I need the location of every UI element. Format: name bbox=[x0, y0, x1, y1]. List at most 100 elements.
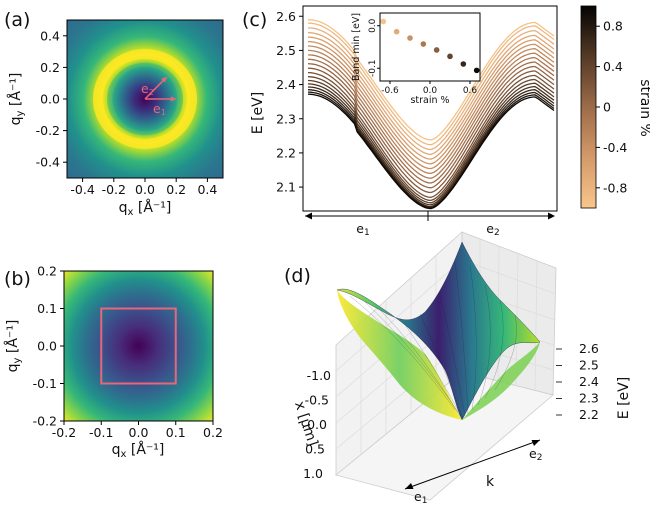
band-line-strain-16 bbox=[307, 86, 555, 208]
surface-k-arrow-line bbox=[404, 439, 541, 490]
inset-point bbox=[447, 53, 453, 60]
inset-xtick-label: 0.6 bbox=[463, 86, 478, 96]
panel-c-label: (c) bbox=[242, 9, 267, 31]
vector-label-1: e1 bbox=[153, 101, 166, 117]
direction-label-e2: e2 bbox=[486, 221, 499, 238]
axes-a-xtick-label: -0.4 bbox=[70, 182, 94, 197]
surface-z-tick-label: 2.4 bbox=[579, 374, 599, 389]
panel-d-label: (d) bbox=[284, 265, 311, 287]
axes-b-xtick-label: 0.0 bbox=[129, 425, 149, 440]
axes-b-ytick-label: -0.1 bbox=[33, 376, 57, 391]
band-line-strain-17 bbox=[307, 89, 555, 209]
axes-b-ticks: -0.2 -0.1 0.0 0.1 0.2 0.2 0.1 0.0 -0.1 -0.2 bbox=[33, 264, 223, 441]
inset-point bbox=[420, 41, 427, 47]
colorbar-tick-label: -0.8 bbox=[603, 180, 627, 195]
panel-a: (a) -0.4 -0.2 0.0 0.2 0.4 0.4 0.2 0.0 -0.2 -0.4 e… bbox=[4, 9, 224, 218]
surface-x-tick-label: 1.0 bbox=[303, 466, 323, 481]
colorbar-tick-label: 0.8 bbox=[603, 19, 623, 34]
axes-a-ytick-label: 0.2 bbox=[40, 60, 60, 75]
axes-c-direction-arrows: e1 e2 bbox=[305, 211, 555, 238]
axes-c-ytick-label: 2.3 bbox=[276, 111, 296, 126]
surface-k-axis-label: k bbox=[486, 474, 495, 490]
colorbar-gradient bbox=[580, 5, 597, 209]
band-line-strain-9 bbox=[307, 58, 555, 184]
axes-a-ytick-label: 0.4 bbox=[40, 28, 60, 43]
inset-ylabel: Band min [eV] bbox=[351, 13, 362, 81]
inset-xtick-label: -0.6 bbox=[381, 86, 399, 96]
axes-b-xtick-label: 0.2 bbox=[203, 425, 223, 440]
axes-c-ytick-label: 2.2 bbox=[276, 145, 296, 160]
surface-x-tick-label: -0.5 bbox=[305, 393, 329, 408]
colorbar-tick-label: 0 bbox=[603, 100, 611, 115]
colorbar: 0.8 0.4 0 -0.4 -0.8 strain % bbox=[580, 5, 650, 209]
band-line-strain-1 bbox=[307, 22, 555, 146]
colorbar-tick-label: -0.4 bbox=[603, 140, 627, 155]
axes-c-ytick-label: 2.6 bbox=[276, 9, 296, 24]
axes-b-ylabel: qy [Å⁻¹] bbox=[4, 320, 23, 373]
axes-a-xtick-label: 0.2 bbox=[166, 182, 186, 197]
inset-points: -0.6 0.0 0.6 0.0 -0.1 bbox=[368, 18, 480, 96]
band-line-strain-0 bbox=[307, 19, 555, 141]
axes-a-ytick-label: -0.4 bbox=[36, 155, 60, 170]
surface bbox=[336, 241, 541, 421]
axes-c-series bbox=[307, 19, 555, 210]
surface-z-tick-label: 2.6 bbox=[579, 341, 599, 356]
surface-z-tick-label: 2.5 bbox=[579, 358, 599, 373]
band-line-strain-15 bbox=[307, 83, 555, 206]
band-line-strain-4 bbox=[307, 36, 555, 160]
inset-point bbox=[433, 47, 440, 53]
axes-a-ytick-label: 0.0 bbox=[40, 92, 60, 107]
axes-b-ytick-label: 0.0 bbox=[37, 339, 57, 354]
axes-a-xlabel: qx [Å⁻¹] bbox=[119, 199, 172, 218]
inset-point bbox=[473, 67, 480, 74]
direction-label-e1: e1 bbox=[356, 221, 369, 238]
direction-arrow-right-head bbox=[548, 212, 555, 220]
axes-a-ticks: -0.4 -0.2 0.0 0.2 0.4 0.4 0.2 0.0 -0.2 -0.4 bbox=[36, 28, 218, 197]
surface-k-arrow-right-head bbox=[531, 440, 540, 446]
direction-arrow-left-head bbox=[305, 212, 312, 220]
surface-top bbox=[336, 241, 541, 421]
inset: -0.6 0.0 0.6 0.0 -0.1 strain % Band min [eV] bbox=[351, 12, 481, 106]
inset-ytick-label: -0.1 bbox=[368, 59, 378, 77]
axes-a-ytick-label: -0.2 bbox=[36, 123, 60, 138]
band-line-strain-19 bbox=[307, 93, 555, 210]
inset-point bbox=[407, 35, 413, 41]
inset-ytick-label: 0.0 bbox=[368, 18, 378, 33]
surface-z-tick-label: 2.3 bbox=[579, 391, 599, 406]
panel-d: (d) bbox=[284, 231, 632, 506]
axes-b-ytick-label: -0.2 bbox=[33, 414, 57, 429]
band-line-strain-10 bbox=[307, 63, 555, 189]
colorbar-ticks: 0.8 0.4 0 -0.4 -0.8 bbox=[596, 19, 627, 195]
band-line-strain-2 bbox=[307, 27, 555, 151]
heatmap-b-image bbox=[64, 271, 213, 421]
heatmap-a-inner-ring bbox=[107, 63, 183, 135]
axes-a-xtick-label: 0.4 bbox=[197, 182, 217, 197]
axes-c-ytick-label: 2.5 bbox=[276, 43, 296, 58]
surface-z-tick-label: 2.2 bbox=[579, 407, 599, 422]
surface-front-fold bbox=[337, 290, 462, 420]
axes-b-xtick-label: 0.1 bbox=[166, 425, 186, 440]
axes-a-ylabel: qy [Å⁻¹] bbox=[7, 73, 26, 126]
inset-point bbox=[393, 28, 400, 35]
band-line-strain-13 bbox=[307, 76, 555, 202]
surface-x-tick-label: 0.0 bbox=[307, 417, 327, 432]
panel-b: (b) -0.2 -0.1 0.0 0.1 0.2 0.2 0.1 0.0 -0.1 -0.2 q… bbox=[4, 264, 223, 461]
colorbar-label: strain % bbox=[637, 79, 650, 137]
band-line-strain-7 bbox=[307, 49, 555, 175]
inset-point bbox=[380, 18, 387, 25]
axes-b-ytick-label: 0.2 bbox=[37, 264, 57, 279]
axes-b-xtick-label: -0.2 bbox=[52, 425, 76, 440]
surface-x-tick-label: 0.5 bbox=[305, 442, 325, 457]
surface-x-tick-label: -1.0 bbox=[307, 368, 331, 383]
surface-axis-ticks: -1.0 -0.5 0.0 0.5 1.0 2.6 2.52.4 2.32.2 bbox=[303, 341, 599, 481]
colorbar-tick-label: 0.4 bbox=[603, 59, 623, 74]
axes-a-xtick-label: 0.0 bbox=[135, 182, 155, 197]
band-line-strain-5 bbox=[307, 40, 555, 165]
heatmap-a-ring bbox=[93, 49, 197, 149]
surface-right-fold bbox=[462, 342, 540, 420]
axes-b-ytick-label: 0.1 bbox=[37, 301, 57, 316]
axes-b-xtick-label: -0.1 bbox=[89, 425, 113, 440]
inset-xlabel: strain % bbox=[410, 95, 449, 106]
